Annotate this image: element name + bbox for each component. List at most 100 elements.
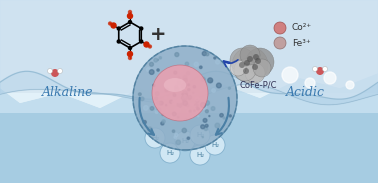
Circle shape <box>316 67 324 75</box>
Circle shape <box>149 45 152 48</box>
Circle shape <box>193 92 194 93</box>
Polygon shape <box>0 0 378 108</box>
Circle shape <box>191 103 193 105</box>
Circle shape <box>201 102 205 107</box>
Circle shape <box>182 95 187 100</box>
Circle shape <box>322 66 327 72</box>
Circle shape <box>201 77 205 81</box>
Circle shape <box>190 111 191 113</box>
Circle shape <box>129 46 132 49</box>
Circle shape <box>194 62 198 66</box>
Text: H₂: H₂ <box>196 152 204 158</box>
Circle shape <box>186 72 190 75</box>
Circle shape <box>140 97 144 101</box>
Circle shape <box>184 95 186 97</box>
Circle shape <box>210 80 212 83</box>
Circle shape <box>190 125 210 145</box>
Circle shape <box>215 60 220 64</box>
Circle shape <box>51 69 59 77</box>
Circle shape <box>159 57 161 59</box>
Text: H₂: H₂ <box>211 142 219 148</box>
Circle shape <box>186 104 189 107</box>
Circle shape <box>196 99 199 102</box>
Circle shape <box>143 120 146 124</box>
Circle shape <box>201 125 204 129</box>
Circle shape <box>177 116 179 118</box>
Circle shape <box>152 65 208 121</box>
Circle shape <box>184 96 188 100</box>
Circle shape <box>157 102 160 105</box>
Ellipse shape <box>164 78 186 92</box>
Circle shape <box>140 27 143 30</box>
Circle shape <box>144 42 149 47</box>
Circle shape <box>313 66 318 72</box>
Circle shape <box>153 84 155 87</box>
Circle shape <box>202 137 203 138</box>
Text: Fe³⁺: Fe³⁺ <box>292 38 311 48</box>
Circle shape <box>252 64 258 70</box>
Circle shape <box>145 128 165 148</box>
Circle shape <box>171 114 175 118</box>
Circle shape <box>240 45 260 65</box>
Circle shape <box>181 97 183 99</box>
Circle shape <box>282 67 298 83</box>
Circle shape <box>195 97 199 101</box>
Circle shape <box>174 136 177 139</box>
Circle shape <box>202 105 207 110</box>
Circle shape <box>165 88 169 92</box>
Circle shape <box>175 53 179 57</box>
Circle shape <box>198 115 199 117</box>
Circle shape <box>232 47 268 83</box>
Circle shape <box>177 103 182 107</box>
Circle shape <box>253 54 259 60</box>
Circle shape <box>175 131 195 151</box>
Circle shape <box>188 89 190 91</box>
Circle shape <box>150 62 153 66</box>
Circle shape <box>108 22 112 25</box>
Circle shape <box>184 88 186 89</box>
Circle shape <box>203 118 207 122</box>
Text: Acidic: Acidic <box>285 87 324 100</box>
Circle shape <box>138 93 141 96</box>
Circle shape <box>129 10 132 14</box>
Circle shape <box>129 57 132 59</box>
Circle shape <box>183 91 187 96</box>
Circle shape <box>147 127 152 132</box>
Circle shape <box>186 107 187 108</box>
Circle shape <box>187 110 190 112</box>
Circle shape <box>150 107 154 110</box>
Circle shape <box>117 27 120 30</box>
Circle shape <box>220 113 223 117</box>
Circle shape <box>194 110 195 112</box>
Circle shape <box>176 140 181 145</box>
Circle shape <box>239 62 245 68</box>
Circle shape <box>205 110 208 113</box>
Circle shape <box>193 85 195 88</box>
Circle shape <box>129 20 132 23</box>
Circle shape <box>182 128 186 133</box>
Circle shape <box>190 97 191 98</box>
Circle shape <box>244 60 250 66</box>
Circle shape <box>166 104 167 106</box>
Circle shape <box>189 111 191 112</box>
Circle shape <box>214 57 216 59</box>
Circle shape <box>127 51 133 57</box>
Circle shape <box>149 70 154 74</box>
Circle shape <box>155 92 159 96</box>
Circle shape <box>157 108 161 112</box>
Circle shape <box>169 100 173 103</box>
Text: H₂: H₂ <box>151 135 159 141</box>
Circle shape <box>160 101 163 105</box>
Circle shape <box>185 62 189 66</box>
Circle shape <box>217 83 221 88</box>
Circle shape <box>247 56 253 62</box>
Circle shape <box>57 68 62 74</box>
Circle shape <box>182 94 183 95</box>
Circle shape <box>177 99 181 103</box>
Circle shape <box>253 59 271 77</box>
Circle shape <box>133 46 237 150</box>
Circle shape <box>48 68 53 74</box>
Circle shape <box>211 107 215 110</box>
Circle shape <box>209 115 210 117</box>
Circle shape <box>305 78 315 88</box>
